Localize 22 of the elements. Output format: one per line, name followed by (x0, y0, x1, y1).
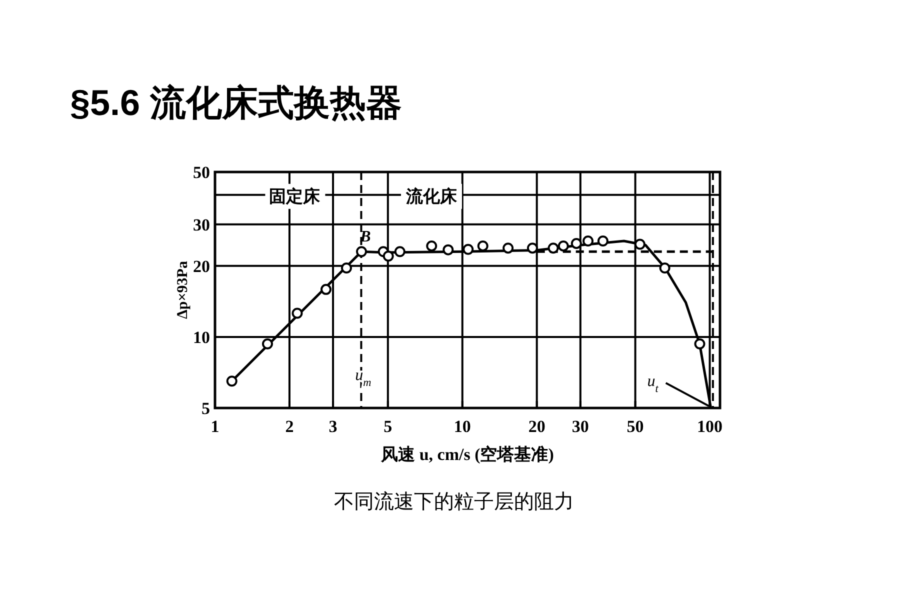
annotation: 流化床 (404, 186, 458, 206)
y-tick-label: 10 (193, 328, 210, 347)
annotation: u$_{t}$ (647, 373, 660, 395)
x-axis-title: 风速 u, cm/s (空塔基准) (380, 445, 554, 464)
x-tick-label: 3 (328, 417, 338, 436)
annotation: B (359, 228, 372, 246)
y-tick-label: 5 (202, 399, 210, 418)
y-tick-label: 20 (193, 256, 210, 276)
x-tick-label: 1 (210, 417, 220, 436)
x-tick-label: 20 (528, 417, 546, 436)
y-tick-label: 50 (193, 163, 210, 182)
y-axis-title: Δp×93Pa (175, 260, 191, 319)
x-tick-label: 30 (572, 417, 589, 436)
annotation: 固定床 (269, 186, 322, 206)
x-tick-label: 2 (285, 417, 294, 436)
x-tick-label: 100 (697, 417, 723, 436)
x-tick-label: 50 (626, 417, 644, 436)
text: 不同流速下的粒子层的阻力 (334, 491, 574, 513)
y-tick-label: 30 (193, 215, 210, 234)
x-tick-label: 5 (384, 417, 392, 436)
x-tick-label: 10 (454, 417, 471, 436)
title: §5.6 流化床式换热器 (70, 82, 402, 123)
